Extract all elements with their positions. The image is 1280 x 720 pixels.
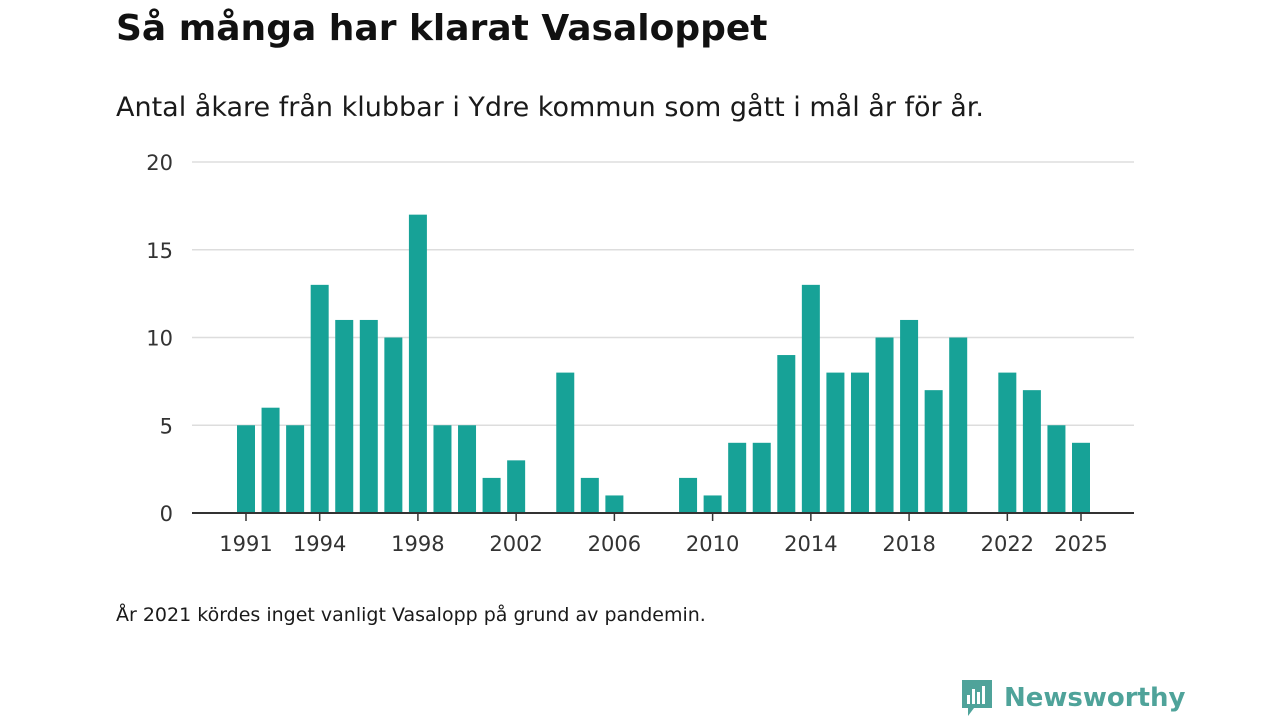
bar-2017	[875, 337, 894, 513]
bar-1996	[359, 319, 378, 513]
y-tick-label: 20	[146, 151, 173, 175]
bar-2000	[458, 425, 477, 513]
bar-1995	[335, 319, 354, 513]
x-tick-label: 1991	[219, 532, 272, 556]
y-tick-label: 15	[146, 239, 173, 263]
x-tick-label: 2014	[784, 532, 837, 556]
bar-2025	[1072, 442, 1090, 513]
y-tick-label: 5	[160, 414, 173, 438]
chart-title: Så många har klarat Vasaloppet	[116, 8, 768, 49]
bar-1999	[433, 425, 452, 513]
bar-1998	[408, 214, 427, 513]
x-tick-label: 2002	[489, 532, 542, 556]
bar-2010	[703, 495, 722, 513]
x-tick-label: 2006	[588, 532, 641, 556]
footnote: År 2021 kördes inget vanligt Vasalopp på…	[116, 604, 706, 626]
bar-2001	[482, 477, 501, 513]
bar-2005	[580, 477, 599, 513]
newsworthy-logo-icon	[962, 680, 992, 716]
bar-2023	[1022, 390, 1041, 513]
x-tick-label: 1994	[293, 532, 346, 556]
chart-subtitle: Antal åkare från klubbar i Ydre kommun s…	[116, 92, 984, 123]
brand-logo: Newsworthy	[960, 678, 1185, 718]
bar-2020	[949, 337, 968, 513]
bar-2002	[507, 460, 526, 513]
bar-2014	[801, 284, 820, 513]
bar-2006	[605, 495, 624, 513]
bar-chart: 0 5 10 15 20 1991 1994 1998 2002 2006 2010 2014 2018…	[146, 151, 1134, 556]
bar-2024	[1047, 425, 1066, 513]
bar-1994	[310, 284, 329, 513]
x-tick-label: 2018	[882, 532, 935, 556]
brand-name: Newsworthy	[1004, 683, 1186, 713]
bar-2018	[900, 319, 919, 513]
y-tick-label: 10	[146, 327, 173, 351]
bar-2015	[826, 372, 845, 513]
x-tick-label: 2025	[1054, 532, 1107, 556]
x-tick-label: 2022	[981, 532, 1034, 556]
bar-2012	[752, 442, 771, 513]
bar-2019	[924, 390, 943, 513]
x-tick-label: 2010	[686, 532, 739, 556]
bar-1993	[286, 425, 305, 513]
bar-2009	[679, 477, 698, 513]
bar-2013	[777, 355, 796, 513]
x-tick-label: 1998	[391, 532, 444, 556]
bar-2016	[850, 372, 869, 513]
bar-2022	[998, 372, 1017, 513]
bar-2004	[556, 372, 575, 513]
bar-1997	[384, 337, 403, 513]
bar-2011	[728, 442, 747, 513]
bar-1992	[261, 407, 280, 513]
bar-1991	[237, 425, 255, 513]
y-tick-label: 0	[160, 502, 173, 526]
